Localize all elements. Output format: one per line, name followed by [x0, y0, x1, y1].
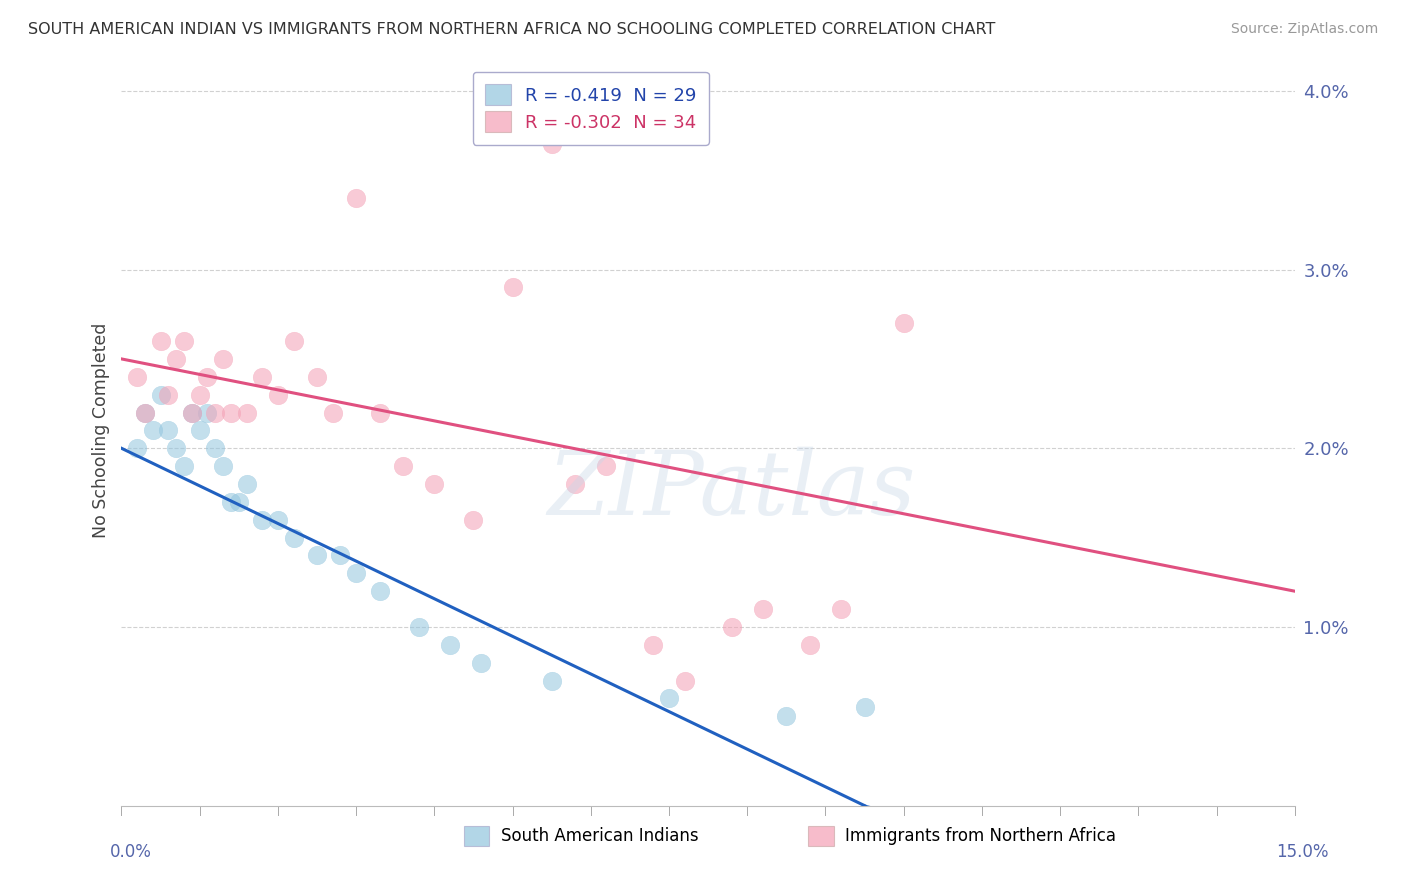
Point — [423, 477, 446, 491]
Y-axis label: No Schooling Completed: No Schooling Completed — [93, 323, 110, 538]
Point — [329, 549, 352, 563]
Text: 15.0%: 15.0% — [1277, 843, 1329, 861]
Point — [344, 566, 367, 581]
Point — [235, 405, 257, 419]
Point — [595, 459, 617, 474]
Point — [252, 369, 274, 384]
Point — [204, 405, 226, 419]
Point — [219, 405, 242, 419]
Point — [720, 620, 742, 634]
Point — [540, 673, 562, 688]
Point — [305, 549, 328, 563]
Text: 0.0%: 0.0% — [110, 843, 152, 861]
Point — [322, 405, 344, 419]
Point — [267, 387, 290, 401]
Point — [470, 656, 492, 670]
Point — [157, 424, 180, 438]
Point — [212, 459, 235, 474]
Point — [775, 709, 797, 723]
Point — [188, 424, 211, 438]
Point — [893, 316, 915, 330]
Point — [228, 495, 250, 509]
Point — [197, 369, 219, 384]
Point — [180, 405, 202, 419]
Point — [165, 442, 187, 456]
Point — [799, 638, 821, 652]
Point — [283, 334, 305, 348]
Point — [157, 387, 180, 401]
Point — [853, 700, 876, 714]
Point — [502, 280, 524, 294]
Legend: R = -0.419  N = 29, R = -0.302  N = 34: R = -0.419 N = 29, R = -0.302 N = 34 — [472, 71, 709, 145]
Point — [392, 459, 415, 474]
Point — [658, 691, 681, 706]
Point — [252, 513, 274, 527]
Point — [149, 334, 172, 348]
Point — [127, 442, 149, 456]
Point — [283, 531, 305, 545]
Point — [165, 351, 187, 366]
Point — [752, 602, 775, 616]
Point — [149, 387, 172, 401]
Point — [173, 334, 195, 348]
Point — [305, 369, 328, 384]
Text: South American Indians: South American Indians — [501, 827, 699, 845]
Point — [212, 351, 235, 366]
Point — [643, 638, 665, 652]
Point — [408, 620, 430, 634]
Point — [540, 137, 562, 152]
Point — [197, 405, 219, 419]
Point — [188, 387, 211, 401]
Point — [134, 405, 156, 419]
Point — [368, 405, 391, 419]
Point — [673, 673, 696, 688]
Text: SOUTH AMERICAN INDIAN VS IMMIGRANTS FROM NORTHERN AFRICA NO SCHOOLING COMPLETED : SOUTH AMERICAN INDIAN VS IMMIGRANTS FROM… — [28, 22, 995, 37]
Point — [439, 638, 461, 652]
Point — [127, 369, 149, 384]
Point — [368, 584, 391, 599]
Point — [564, 477, 586, 491]
Point — [463, 513, 485, 527]
Point — [219, 495, 242, 509]
Point — [142, 424, 165, 438]
Point — [173, 459, 195, 474]
Point — [267, 513, 290, 527]
Point — [344, 191, 367, 205]
Text: Source: ZipAtlas.com: Source: ZipAtlas.com — [1230, 22, 1378, 37]
Text: Immigrants from Northern Africa: Immigrants from Northern Africa — [845, 827, 1116, 845]
Text: ZIPatlas: ZIPatlas — [547, 447, 915, 533]
Point — [204, 442, 226, 456]
Point — [235, 477, 257, 491]
Point — [180, 405, 202, 419]
Point — [134, 405, 156, 419]
Point — [830, 602, 852, 616]
